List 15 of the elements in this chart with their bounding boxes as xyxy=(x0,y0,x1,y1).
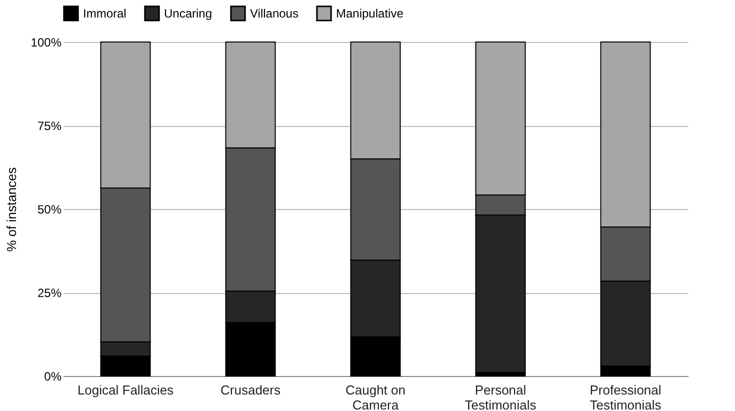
legend-label: Immoral xyxy=(83,6,126,20)
y-tick-label: 50% xyxy=(37,202,62,216)
y-tick-label: 25% xyxy=(37,286,62,300)
x-tick-label: Personal Testimonials xyxy=(464,382,537,411)
legend-label: Villanous xyxy=(250,6,298,20)
x-tick-label: Professional Testimonials xyxy=(590,382,662,411)
y-axis-title: % of instances xyxy=(4,166,19,252)
y-tick-label: 100% xyxy=(30,36,62,50)
legend-label: Manipulative xyxy=(336,6,404,20)
y-tick-label: 0% xyxy=(44,370,62,384)
x-tick-label: Logical Fallacies xyxy=(77,382,174,398)
x-tick-label: Crusaders xyxy=(220,382,281,398)
y-tick-label: 75% xyxy=(37,119,62,133)
legend-label: Uncaring xyxy=(164,6,212,20)
x-tick-label: Caught on Camera xyxy=(346,382,406,411)
